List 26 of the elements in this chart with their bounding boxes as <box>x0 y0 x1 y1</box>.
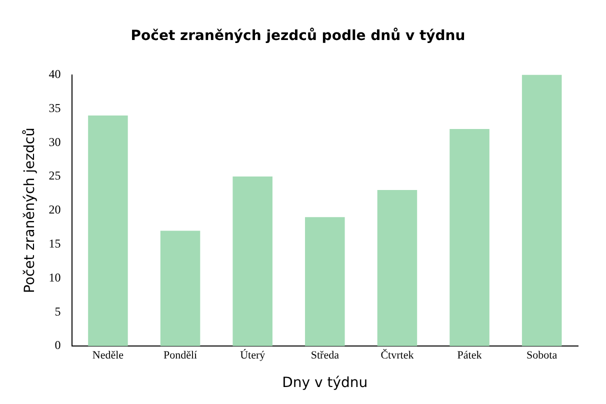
y-tick-label: 15 <box>48 236 61 250</box>
bar <box>88 115 128 346</box>
bar <box>450 129 490 346</box>
y-tick-label: 10 <box>48 270 61 284</box>
x-tick-label: Čtvrtek <box>380 348 414 362</box>
x-tick-label: Pondělí <box>163 349 198 362</box>
y-tick-label: 30 <box>48 134 61 149</box>
chart-title: Počet zraněných jezdců podle dnů v týdnu <box>130 27 466 44</box>
bar <box>305 217 345 346</box>
y-tick-label: 5 <box>54 304 61 318</box>
x-tick-label: Středa <box>310 349 340 362</box>
x-tick-label: Pátek <box>457 349 482 362</box>
bar <box>232 176 272 346</box>
y-axis-title: Počet zraněných jezdců <box>22 128 38 294</box>
y-tick-label: 20 <box>48 202 61 217</box>
bar <box>160 230 200 346</box>
y-tick-label: 25 <box>48 168 61 183</box>
y-tick-label: 40 <box>48 66 61 81</box>
y-tick-label: 35 <box>48 100 61 115</box>
bar <box>522 74 562 346</box>
x-tick-label: Úterý <box>240 348 266 362</box>
bar <box>377 190 418 346</box>
x-tick-label: Sobota <box>526 349 558 362</box>
y-tick-label: 0 <box>54 338 61 352</box>
x-axis-title: Dny v týdnu <box>282 375 368 392</box>
x-tick-label: Neděle <box>92 349 124 362</box>
